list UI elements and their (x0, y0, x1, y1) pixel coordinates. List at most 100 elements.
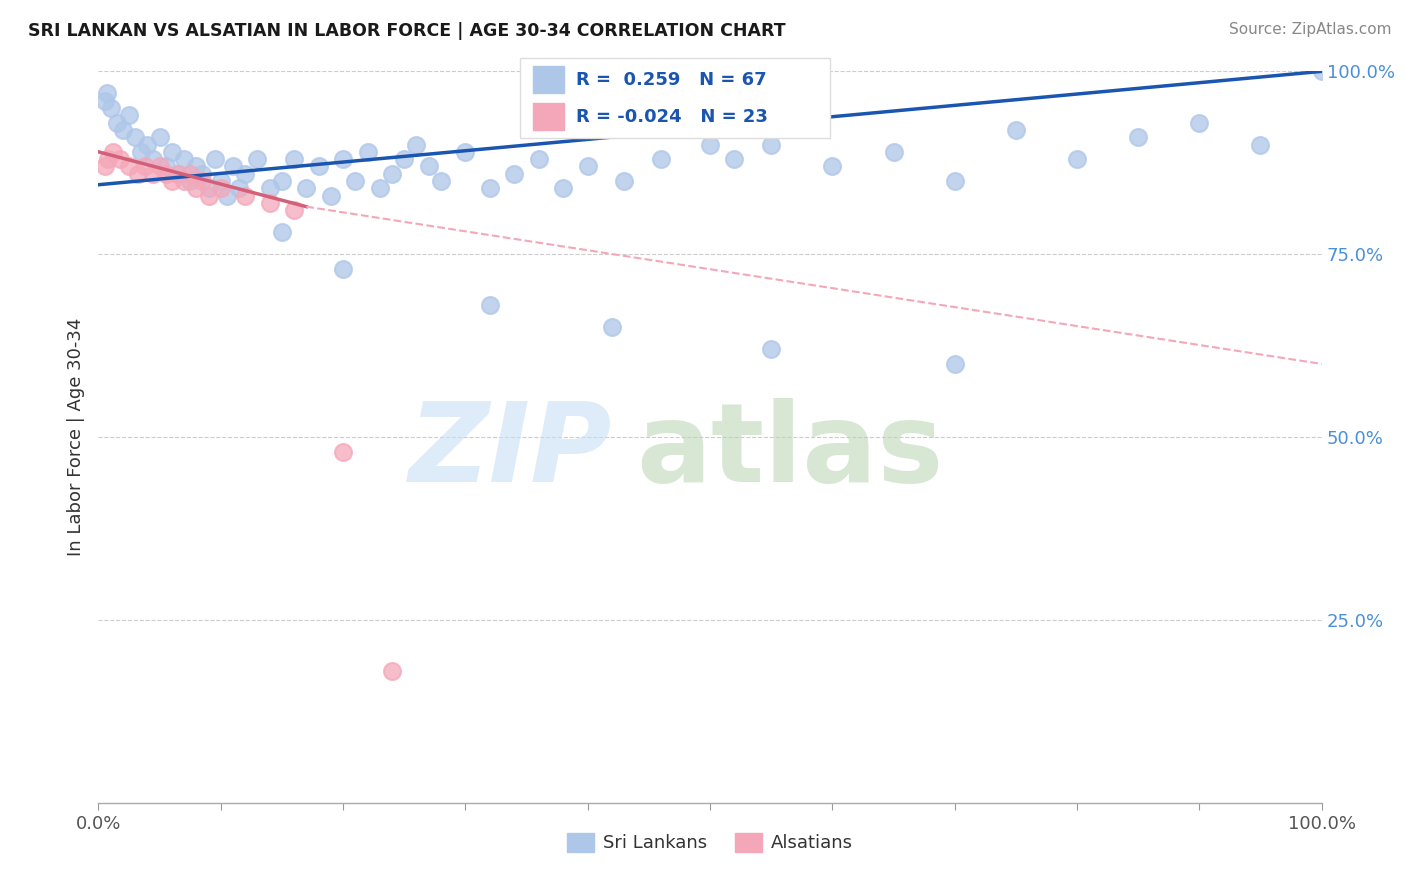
FancyBboxPatch shape (533, 66, 564, 94)
Point (209, 174, 232, 188)
Point (129, 145, 152, 159)
Point (368, 181, 391, 195)
Point (270, 225, 294, 239)
Point (1004, 123, 1026, 137)
FancyBboxPatch shape (533, 103, 564, 130)
Point (149, 130, 172, 145)
Point (118, 108, 141, 122)
Text: R = -0.024   N = 23: R = -0.024 N = 23 (576, 108, 768, 126)
Point (173, 174, 195, 188)
Text: R =  0.259   N = 67: R = 0.259 N = 67 (576, 70, 766, 88)
Point (283, 203, 305, 218)
FancyBboxPatch shape (520, 58, 830, 138)
Point (259, 181, 281, 195)
Point (650, 152, 672, 166)
Point (1188, 115, 1211, 129)
Point (186, 160, 208, 174)
Point (613, 174, 636, 188)
Point (600, 320, 623, 334)
Point (381, 167, 404, 181)
Point (228, 181, 250, 195)
Point (105, 115, 128, 129)
Point (149, 160, 172, 174)
Point (332, 444, 354, 458)
Point (1249, 137, 1271, 152)
Point (127, 167, 149, 181)
Text: SRI LANKAN VS ALSATIAN IN LABOR FORCE | AGE 30-34 CORRELATION CHART: SRI LANKAN VS ALSATIAN IN LABOR FORCE | … (28, 22, 786, 40)
Point (179, 174, 201, 188)
Point (93, 94, 115, 108)
Point (101, 145, 124, 159)
Legend: Sri Lankans, Alsatians: Sri Lankans, Alsatians (560, 826, 860, 860)
Point (308, 160, 330, 174)
Point (197, 188, 219, 202)
Text: atlas: atlas (637, 398, 943, 505)
Point (222, 160, 245, 174)
Point (204, 152, 226, 166)
Point (142, 152, 165, 166)
Point (883, 145, 905, 159)
Point (1066, 152, 1088, 166)
Point (761, 343, 783, 357)
Point (173, 152, 195, 166)
Point (392, 152, 416, 166)
Point (356, 145, 378, 159)
Point (191, 167, 214, 181)
Point (344, 174, 367, 188)
Point (576, 160, 599, 174)
Point (215, 188, 238, 202)
Point (111, 123, 134, 137)
Point (761, 137, 783, 152)
Point (160, 145, 183, 159)
Point (179, 167, 201, 181)
Point (209, 181, 232, 195)
Point (699, 137, 721, 152)
Point (1128, 130, 1150, 145)
Point (246, 152, 269, 166)
Text: ZIP: ZIP (409, 398, 612, 505)
Point (553, 181, 575, 195)
Point (134, 160, 156, 174)
Point (418, 160, 440, 174)
Point (821, 160, 844, 174)
Point (405, 137, 427, 152)
Point (319, 188, 342, 202)
Point (381, 664, 404, 678)
Point (943, 357, 966, 371)
Y-axis label: In Labor Force | Age 30-34: In Labor Force | Age 30-34 (66, 318, 84, 557)
Point (430, 174, 453, 188)
Point (233, 167, 256, 181)
Point (332, 261, 354, 276)
Point (233, 188, 256, 202)
Point (186, 181, 208, 195)
Point (270, 174, 294, 188)
Point (124, 130, 146, 145)
Point (155, 160, 177, 174)
Point (332, 152, 354, 166)
Point (1310, 64, 1333, 78)
Point (478, 298, 501, 312)
Text: Source: ZipAtlas.com: Source: ZipAtlas.com (1229, 22, 1392, 37)
Point (110, 152, 132, 166)
Point (454, 145, 477, 159)
Point (142, 167, 165, 181)
Point (259, 196, 281, 211)
Point (96, 87, 118, 101)
Point (943, 174, 966, 188)
Point (197, 181, 219, 195)
Point (283, 152, 305, 166)
Point (97, 152, 120, 166)
Point (160, 174, 183, 188)
Point (191, 174, 214, 188)
Point (478, 181, 501, 195)
Point (167, 167, 190, 181)
Point (167, 167, 190, 181)
Point (527, 152, 550, 166)
Point (503, 167, 526, 181)
Point (93, 160, 115, 174)
Point (118, 160, 141, 174)
Point (136, 137, 159, 152)
Point (155, 167, 177, 181)
Point (723, 152, 745, 166)
Point (100, 101, 122, 115)
